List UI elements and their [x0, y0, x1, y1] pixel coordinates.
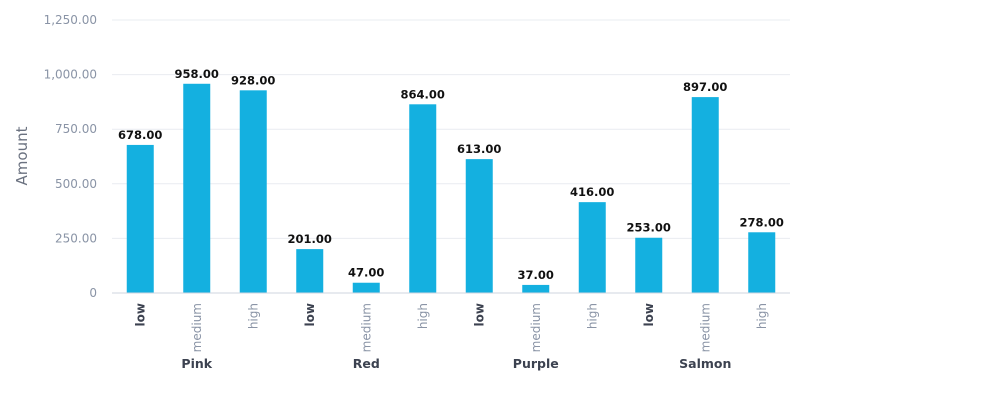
x-group-label: Pink: [181, 356, 212, 371]
x-category-label: low: [472, 303, 486, 326]
bar[interactable]: [409, 104, 437, 293]
data-label: 47.00: [348, 266, 384, 280]
x-category-label: low: [133, 303, 147, 326]
bar[interactable]: [522, 284, 550, 293]
data-label: 37.00: [518, 268, 554, 282]
bar[interactable]: [352, 282, 380, 293]
x-category-label: medium: [359, 303, 373, 352]
y-tick-label: 750.00: [55, 122, 97, 136]
data-label: 958.00: [175, 67, 219, 81]
y-axis-tick-labels: 0 250.00 500.00 750.00 1,000.00 1,250.00: [44, 13, 97, 300]
y-axis-title: Amount: [13, 126, 31, 185]
x-axis-category-labels: low medium high low medium high low medium high l…: [133, 303, 769, 352]
y-tick-label: 250.00: [55, 231, 97, 245]
x-group-label: Salmon: [679, 356, 731, 371]
data-labels: 678.00 958.00 928.00 201.00 47.00 864.00 613.0…: [118, 67, 784, 282]
x-category-label: medium: [190, 303, 204, 352]
x-category-label: medium: [698, 303, 712, 352]
data-label: 201.00: [288, 232, 332, 246]
y-tick-label: 1,000.00: [44, 68, 97, 82]
data-label: 253.00: [627, 221, 671, 235]
data-label: 864.00: [401, 87, 445, 101]
bar[interactable]: [748, 232, 776, 293]
bar[interactable]: [126, 144, 154, 293]
data-label: 613.00: [457, 142, 501, 156]
bar[interactable]: [635, 237, 663, 293]
data-label: 678.00: [118, 128, 162, 142]
data-label: 278.00: [740, 215, 784, 229]
bar[interactable]: [239, 90, 267, 293]
x-category-label: medium: [529, 303, 543, 352]
bar[interactable]: [691, 97, 719, 293]
data-label: 416.00: [570, 185, 614, 199]
x-category-label: low: [303, 303, 317, 326]
x-group-label: Red: [353, 356, 380, 371]
y-tick-label: 1,250.00: [44, 13, 97, 27]
bar[interactable]: [296, 249, 324, 293]
x-category-label: low: [642, 303, 656, 326]
x-category-label: high: [246, 303, 260, 329]
bar[interactable]: [578, 202, 606, 293]
y-tick-label: 500.00: [55, 177, 97, 191]
x-category-label: high: [585, 303, 599, 329]
gridlines: [112, 19, 790, 239]
data-label: 928.00: [231, 73, 275, 87]
bar[interactable]: [183, 83, 211, 293]
bars: [126, 83, 776, 293]
x-category-label: high: [755, 303, 769, 329]
data-label: 897.00: [683, 80, 727, 94]
y-tick-label: 0: [89, 286, 97, 300]
x-group-label: Purple: [513, 356, 559, 371]
x-axis-group-labels: Pink Red Purple Salmon: [181, 356, 731, 371]
bar[interactable]: [465, 159, 493, 293]
x-category-label: high: [416, 303, 430, 329]
